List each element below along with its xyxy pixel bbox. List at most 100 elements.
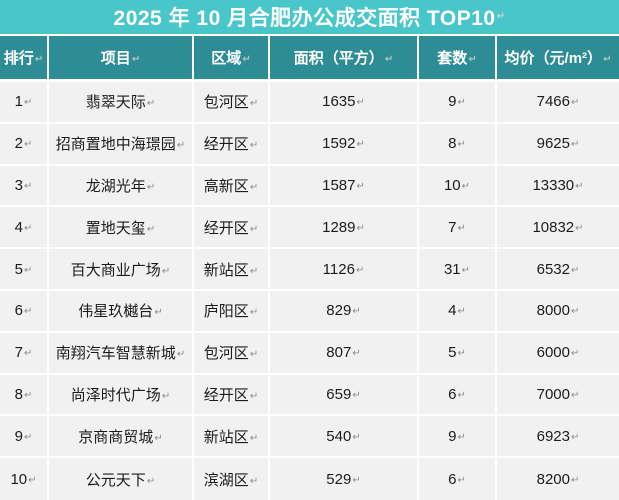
header-label: 面积（平方） — [293, 50, 384, 67]
cell-text: 翡翠天际 — [85, 94, 146, 112]
cell-text: 8000 — [536, 302, 570, 320]
paragraph-mark-icon: ↵ — [249, 181, 259, 193]
paragraph-mark-icon: ↵ — [249, 140, 259, 152]
cell-units: 4↵ — [419, 290, 497, 333]
cell-text: 4 — [14, 218, 23, 236]
cell-text: 8 — [14, 385, 23, 403]
cell-rank: 3↵ — [0, 165, 49, 208]
paragraph-mark-icon: ↵ — [249, 265, 259, 277]
cell-text: 31 — [443, 260, 461, 278]
cell-text: 1635 — [322, 93, 356, 111]
cell-text: 3 — [14, 176, 23, 194]
cell-price: 6000↵ — [497, 332, 619, 375]
cell-text: 1289 — [322, 218, 356, 236]
cell-text: 7 — [448, 218, 457, 236]
column-header-price: 均价（元/m²）↵ — [497, 36, 619, 82]
cell-price: 10832↵ — [497, 207, 619, 250]
paragraph-mark-icon: ↵ — [457, 222, 466, 234]
cell-price: 7000↵ — [497, 374, 619, 417]
paragraph-mark-icon: ↵ — [603, 54, 612, 65]
table-row: 10↵ 公元天下↵ 滨湖区↵ 529↵ 6↵ 8200↵ — [0, 458, 619, 500]
cell-text: 1126 — [322, 260, 355, 278]
paragraph-mark-icon: ↵ — [352, 431, 361, 443]
cell-text: 6 — [448, 385, 457, 403]
table-row: 9↵ 京商商贸城↵ 新站区 ↵ 540↵ 9↵ 6923 ↵ — [0, 416, 619, 459]
cell-text: 1587 — [322, 176, 356, 194]
cell-text: 新站区 — [203, 428, 249, 446]
cell-units: 9↵ — [419, 416, 497, 459]
cell-text: 公元天下 — [85, 471, 146, 489]
cell-price: 6532↵ — [497, 249, 619, 291]
cell-area: 529↵ — [270, 458, 419, 500]
paragraph-mark-icon: ↵ — [461, 180, 471, 192]
cell-text: 529 — [326, 470, 352, 488]
cell-text: 5 — [448, 344, 457, 362]
cell-text: 1592 — [322, 135, 356, 153]
cell-text: 6923 — [536, 427, 570, 445]
table-row: 5↵ 百大商业广场↵ 新站区↵ 1126↵ 31↵ 6532↵ — [0, 249, 619, 291]
cell-text: 经开区 — [203, 136, 249, 154]
cell-units: 7↵ — [419, 207, 497, 250]
cell-text: 540 — [326, 427, 352, 445]
column-header-units: 套数↵ — [419, 36, 497, 82]
cell-text: 10 — [10, 470, 28, 488]
cell-project: 南翔汽车智慧新城↵ — [49, 332, 194, 375]
paragraph-mark-icon: ↵ — [570, 97, 580, 109]
cell-text: 13330 — [532, 176, 575, 194]
cell-text: 9 — [448, 427, 457, 445]
paragraph-mark-icon: ↵ — [575, 222, 584, 234]
cell-text: 7466 — [536, 93, 570, 111]
cell-area: 659↵ — [270, 374, 419, 417]
table-row: 6↵ 伟星玖樾台↵ 庐阳区↵ 829↵ 4↵ 8000↵ — [0, 290, 619, 333]
cell-price: 9625↵ — [497, 123, 619, 166]
cell-units: 6↵ — [419, 374, 497, 417]
cell-rank: 10↵ — [0, 458, 49, 500]
cell-text: 包河区 — [203, 345, 249, 363]
table-row: 2↵ 招商置地中海璟园↵ 经开区↵ 1592↵ 8↵ 9625↵ — [0, 123, 619, 166]
cell-area: 829↵ — [270, 290, 419, 333]
cell-text: 招商置地中海璟园 — [55, 136, 176, 154]
header-label: 套数 — [437, 50, 468, 67]
cell-text: 经开区 — [203, 386, 249, 404]
cell-text: 10832 — [532, 218, 575, 236]
cell-district: 庐阳区↵ — [194, 290, 270, 333]
cell-text: 南翔汽车智慧新城 — [55, 345, 176, 363]
cell-rank: 1↵ — [0, 82, 49, 124]
cell-text: 置地天玺 — [85, 219, 146, 237]
paragraph-mark-icon: ↵ — [249, 223, 259, 235]
paragraph-mark-icon: ↵ — [146, 181, 156, 193]
header-label: 项目 — [100, 50, 131, 67]
paragraph-mark-icon: ↵ — [23, 139, 33, 151]
cell-area: 1592↵ — [270, 123, 419, 166]
table-body: 1↵ 翡翠天际↵ 包河区↵ 1635↵ 9↵ 7466↵ 2↵ 招商置地中海璟园… — [0, 82, 619, 500]
cell-project: 翡翠天际↵ — [49, 82, 194, 124]
paragraph-mark-icon: ↵ — [242, 54, 251, 65]
paragraph-mark-icon: ↵ — [468, 54, 477, 65]
paragraph-mark-icon: ↵ — [176, 349, 186, 361]
paragraph-mark-icon: ↵ — [356, 97, 365, 109]
top10-table: 排行↵ 项目↵ 区域↵ 面积（平方）↵ 套数↵ 均价（元/m²）↵ 1↵ 翡翠天… — [0, 36, 619, 500]
cell-project: 京商商贸城↵ — [49, 416, 194, 459]
paragraph-mark-icon: ↵ — [23, 348, 33, 360]
cell-text: 滨湖区 — [203, 471, 249, 489]
paragraph-mark-icon: ↵ — [154, 432, 163, 444]
cell-units: 10↵ — [419, 165, 497, 208]
cell-text: 5 — [14, 260, 23, 278]
table-row: 7↵ 南翔汽车智慧新城↵ 包河区↵ 807↵ 5↵ 6000↵ — [0, 332, 619, 375]
paragraph-mark-icon: ↵ — [355, 264, 365, 276]
cell-rank: 9↵ — [0, 416, 49, 459]
cell-text: 8 — [448, 135, 457, 153]
cell-text: 6 — [448, 470, 457, 488]
paragraph-mark-icon: ↵ — [28, 474, 37, 486]
cell-area: 540↵ — [270, 416, 419, 459]
paragraph-mark-icon: ↵ — [570, 348, 580, 360]
cell-text: 6 — [14, 302, 23, 320]
cell-text: 6532 — [536, 260, 570, 278]
cell-text: 龙湖光年 — [85, 177, 146, 195]
cell-units: 5↵ — [419, 332, 497, 375]
paragraph-mark-icon: ↵ — [457, 139, 466, 151]
cell-district: 包河区↵ — [194, 332, 270, 375]
paragraph-mark-icon: ↵ — [23, 180, 33, 192]
cell-area: 807↵ — [270, 332, 419, 375]
paragraph-mark-icon: ↵ — [352, 389, 361, 401]
